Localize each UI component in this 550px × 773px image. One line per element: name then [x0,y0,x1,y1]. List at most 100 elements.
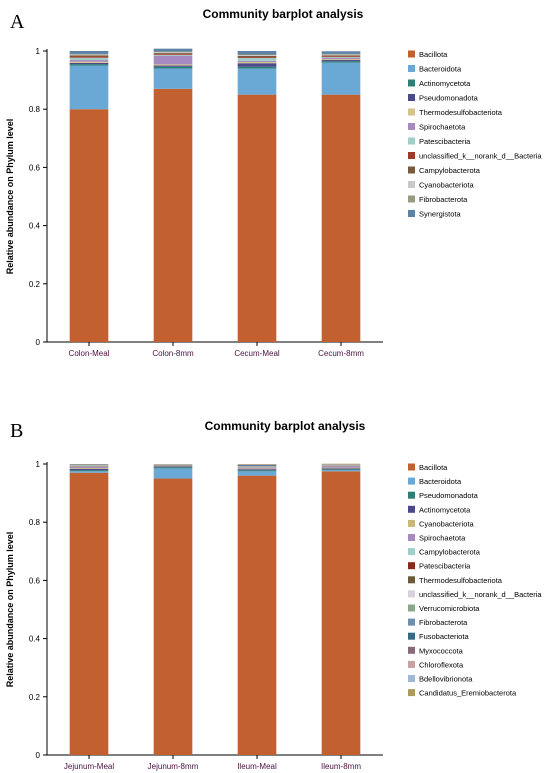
y-axis-label: Relative abundance on Phylum level [5,119,15,275]
bar-segment [237,94,277,343]
bar-segment [69,64,109,66]
legend-label: Bacillota [419,50,448,59]
legend-label: Bacteroidota [419,65,462,74]
bar-segment [321,57,361,58]
legend-swatch [408,50,415,58]
bar-segment [153,88,193,342]
y-tick-label: 1 [36,460,41,469]
legend-label: Synergistota [419,210,462,219]
x-tick-label: Jejunum-Meal [64,762,114,771]
legend-swatch [408,166,415,174]
legend-label: Spirochaetota [419,123,466,132]
y-tick-label: 0.4 [29,222,41,231]
legend-swatch [408,618,415,626]
legend-swatch [408,590,415,598]
legend-swatch [408,195,415,203]
bar-segment [321,469,361,471]
legend-swatch [408,210,415,217]
bar-segment [153,48,193,52]
legend-swatch [408,477,415,485]
bar-segment [321,470,361,472]
y-tick-label: 0 [36,751,41,760]
legend-swatch [408,123,415,130]
legend-label: Verrucomicrobiota [419,604,480,613]
legend-label: Pseudomonadota [419,491,479,500]
bar-segment [321,59,361,61]
legend-swatch [408,79,415,87]
legend-label: Pseudomonadota [419,94,479,103]
bar-segment [69,466,109,467]
bar-segment [69,56,109,58]
bar-segment [321,60,361,62]
bar-segment [321,463,361,465]
bar-segment [237,468,277,470]
panel-letter: A [10,11,25,33]
x-tick-label: Colon-8mm [152,349,194,358]
bar-segment [321,467,361,469]
legend-label: Myxococcota [419,646,464,655]
legend-swatch [408,505,415,513]
bar-segment [237,57,277,58]
bar-segment [237,57,277,61]
legend-label: Fusobacteriota [419,632,469,641]
legend-swatch [408,65,415,72]
bar-segment [153,468,193,479]
bar-segment [321,56,361,58]
bar-segment [237,470,277,472]
bar-segment [69,470,109,472]
bar-segment [153,478,193,755]
legend-label: Campylobacterota [419,166,481,175]
legend-swatch [408,675,415,682]
legend-swatch [408,534,415,541]
bar-segment [153,55,193,65]
bar-segment [153,53,193,55]
bar-segment [237,54,277,56]
bar-segment [69,54,109,56]
bar-segment [321,51,361,54]
bar-segment [69,62,109,65]
legend-label: Chloroflexota [419,660,464,669]
legend-swatch [408,181,415,188]
bar-segment [69,53,109,55]
y-axis-label: Relative abundance on Phylum level [5,532,15,688]
bar-segment [321,94,361,343]
bar-segment [237,467,277,469]
bar-segment [321,468,361,470]
legend-swatch [408,491,415,499]
bar-segment [69,51,109,54]
bar-segment [237,464,277,466]
legend-swatch [408,576,415,584]
bar-segment [153,54,193,56]
bar-segment [153,53,193,54]
bar-segment [69,471,109,473]
y-tick-label: 1 [36,47,41,56]
legend-swatch [408,519,415,527]
y-tick-label: 0.6 [29,576,41,585]
x-tick-label: Colon-Meal [69,349,110,358]
bar-segment [321,54,361,56]
bar-segment [153,467,193,469]
legend-label: Cyanobacteriota [419,181,474,190]
bar-segment [69,468,109,471]
bar-segment [237,51,277,55]
x-tick-label: Cecum-Meal [234,349,280,358]
bar-segment [237,66,277,69]
legend-label: unclassified_k__norank_d__Bacteria [419,152,542,161]
bar-segment [237,469,277,471]
legend-label: Candidatus_Eremiobacterota [419,689,517,698]
bar-segment [153,64,193,66]
bar-segment [237,63,277,67]
y-tick-label: 0.8 [29,105,41,114]
bar-segment [321,62,361,95]
legend-swatch [408,152,415,159]
bar-segment [237,55,277,58]
legend-swatch [408,604,415,612]
bar-segment [237,60,277,63]
bar-segment [69,60,109,62]
bar-segment [69,55,109,57]
legend-label: Fibrobacterota [419,195,468,204]
bar-segment [69,57,109,61]
bar-segment [321,53,361,55]
panel-b: B Community barplot analysis Relative abun… [5,419,542,771]
